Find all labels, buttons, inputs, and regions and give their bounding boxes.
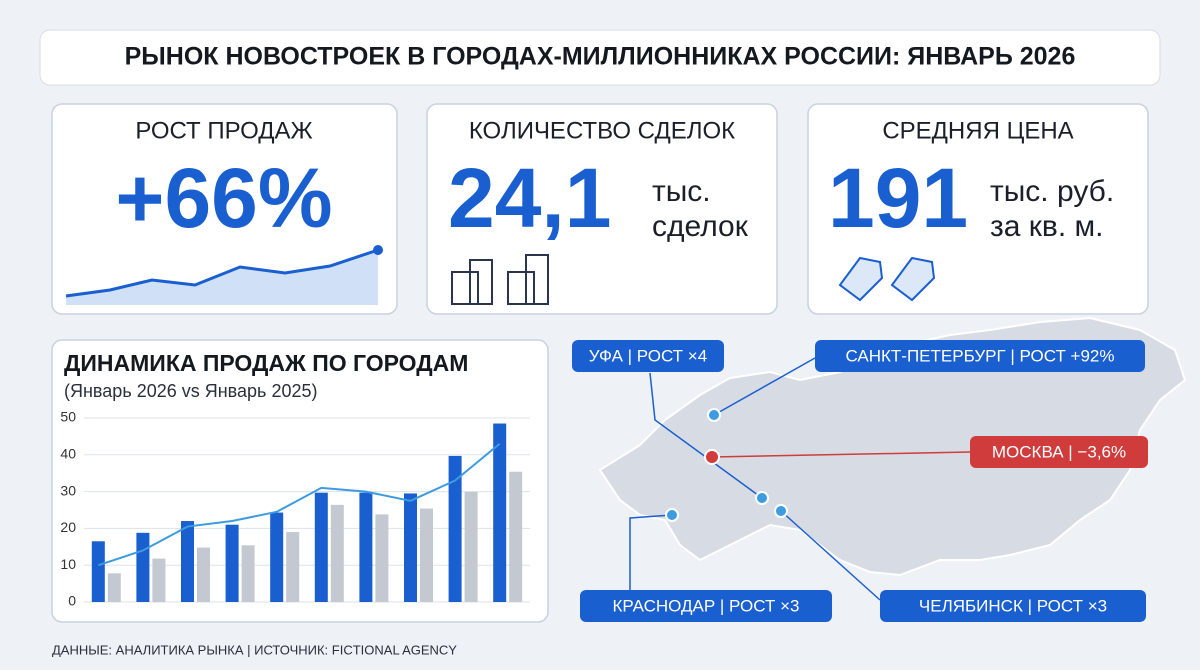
y-tick-label: 30 <box>60 482 76 498</box>
map-label-box <box>970 436 1148 468</box>
bar <box>359 492 373 602</box>
y-tick-label: 0 <box>68 593 76 609</box>
bar <box>225 524 239 602</box>
chart-title: ДИНАМИКА ПРОДАЖ ПО ГОРОДАМ <box>64 350 468 376</box>
bar <box>136 532 150 602</box>
card-title: РОСТ ПРОДАЖ <box>135 117 312 144</box>
bar <box>314 492 328 602</box>
map-label-box <box>880 590 1146 622</box>
bar <box>181 521 194 602</box>
building-icons <box>451 254 549 305</box>
title: РЫНОК НОВОСТРОЕК В ГОРОДАХ-МИЛЛИОННИКАХ … <box>125 43 1076 71</box>
card <box>807 103 1149 315</box>
card-unit: сделок <box>652 210 749 243</box>
card-unit: за кв. м. <box>990 210 1103 243</box>
map-label: МОСКВА | −3,6% <box>992 442 1126 461</box>
map-label: ЧЕЛЯБИНСК | РОСТ ×3 <box>919 596 1107 615</box>
bar <box>270 512 284 602</box>
card <box>426 103 778 315</box>
bar <box>493 423 507 602</box>
card-value: 191 <box>828 151 968 245</box>
card-title: СРЕДНЯЯ ЦЕНА <box>882 117 1073 144</box>
bar <box>375 514 389 602</box>
bar <box>404 493 417 602</box>
bar <box>91 541 105 602</box>
map-label-box <box>572 340 724 372</box>
card-value: +66% <box>115 151 332 245</box>
bar <box>330 504 344 602</box>
bar <box>107 573 121 602</box>
trend-line <box>97 442 501 567</box>
card <box>51 103 398 315</box>
bar <box>420 508 433 602</box>
card-unit: тыс. <box>652 175 711 208</box>
tag-icons <box>838 256 936 302</box>
map-label-box <box>580 590 832 622</box>
bar <box>448 455 462 602</box>
bar <box>286 532 300 602</box>
chart-subtitle: (Январь 2026 vs Январь 2025) <box>64 381 317 401</box>
map-label: УФА | РОСТ ×4 <box>589 346 707 365</box>
bar <box>241 545 255 602</box>
card-title: КОЛИЧЕСТВО СДЕЛОК <box>469 117 735 144</box>
map-label-box <box>815 340 1145 372</box>
title-box <box>39 29 1161 86</box>
bar <box>509 471 523 602</box>
y-tick-label: 10 <box>60 556 76 572</box>
leader-lines <box>629 357 971 601</box>
bar <box>464 491 478 602</box>
sparkline-area <box>66 250 378 305</box>
y-tick-label: 20 <box>60 519 76 535</box>
y-tick-label: 50 <box>60 409 76 425</box>
y-tick-label: 40 <box>60 446 76 462</box>
sparkline-dot <box>373 245 383 255</box>
city-dots <box>665 408 788 522</box>
bar <box>197 547 210 602</box>
card-value: 24,1 <box>448 151 612 245</box>
card-unit: тыс. руб. <box>990 175 1114 208</box>
bar <box>152 558 166 602</box>
map-label: САНКТ-ПЕТЕРБУРГ | РОСТ +92% <box>845 346 1114 365</box>
footer: ДАННЫЕ: АНАЛИТИКА РЫНКА | ИСТОЧНИК: FICT… <box>52 642 457 657</box>
map-label: КРАСНОДАР | РОСТ ×3 <box>613 596 800 615</box>
sparkline <box>65 248 379 298</box>
